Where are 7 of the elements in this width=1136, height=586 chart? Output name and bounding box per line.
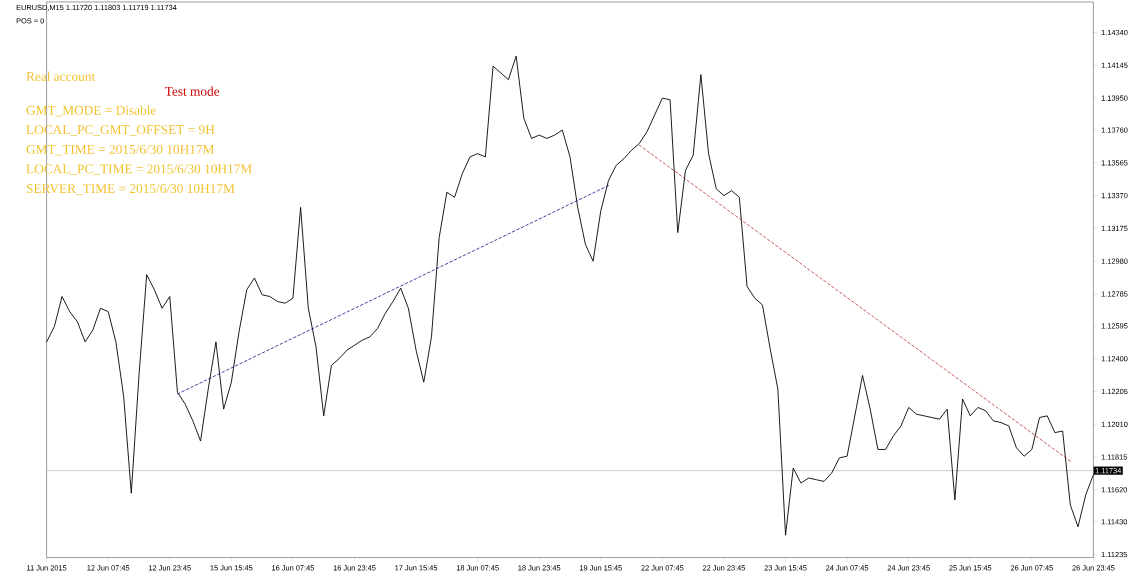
annotation: LOCAL_PC_GMT_OFFSET = 9H xyxy=(26,125,215,136)
annotation: Test mode xyxy=(164,86,220,96)
annotation: GMT_TIME = 2015/6/30 10H17M xyxy=(26,144,215,156)
annotation: SERVER_TIME = 2015/6/30 10H17M xyxy=(26,183,235,195)
annotation: LOCAL_PC_TIME = 2015/6/30 10H17M xyxy=(26,164,252,175)
annotation: Real account xyxy=(26,71,96,81)
annotation: GMT_MODE = Disable xyxy=(26,105,156,117)
